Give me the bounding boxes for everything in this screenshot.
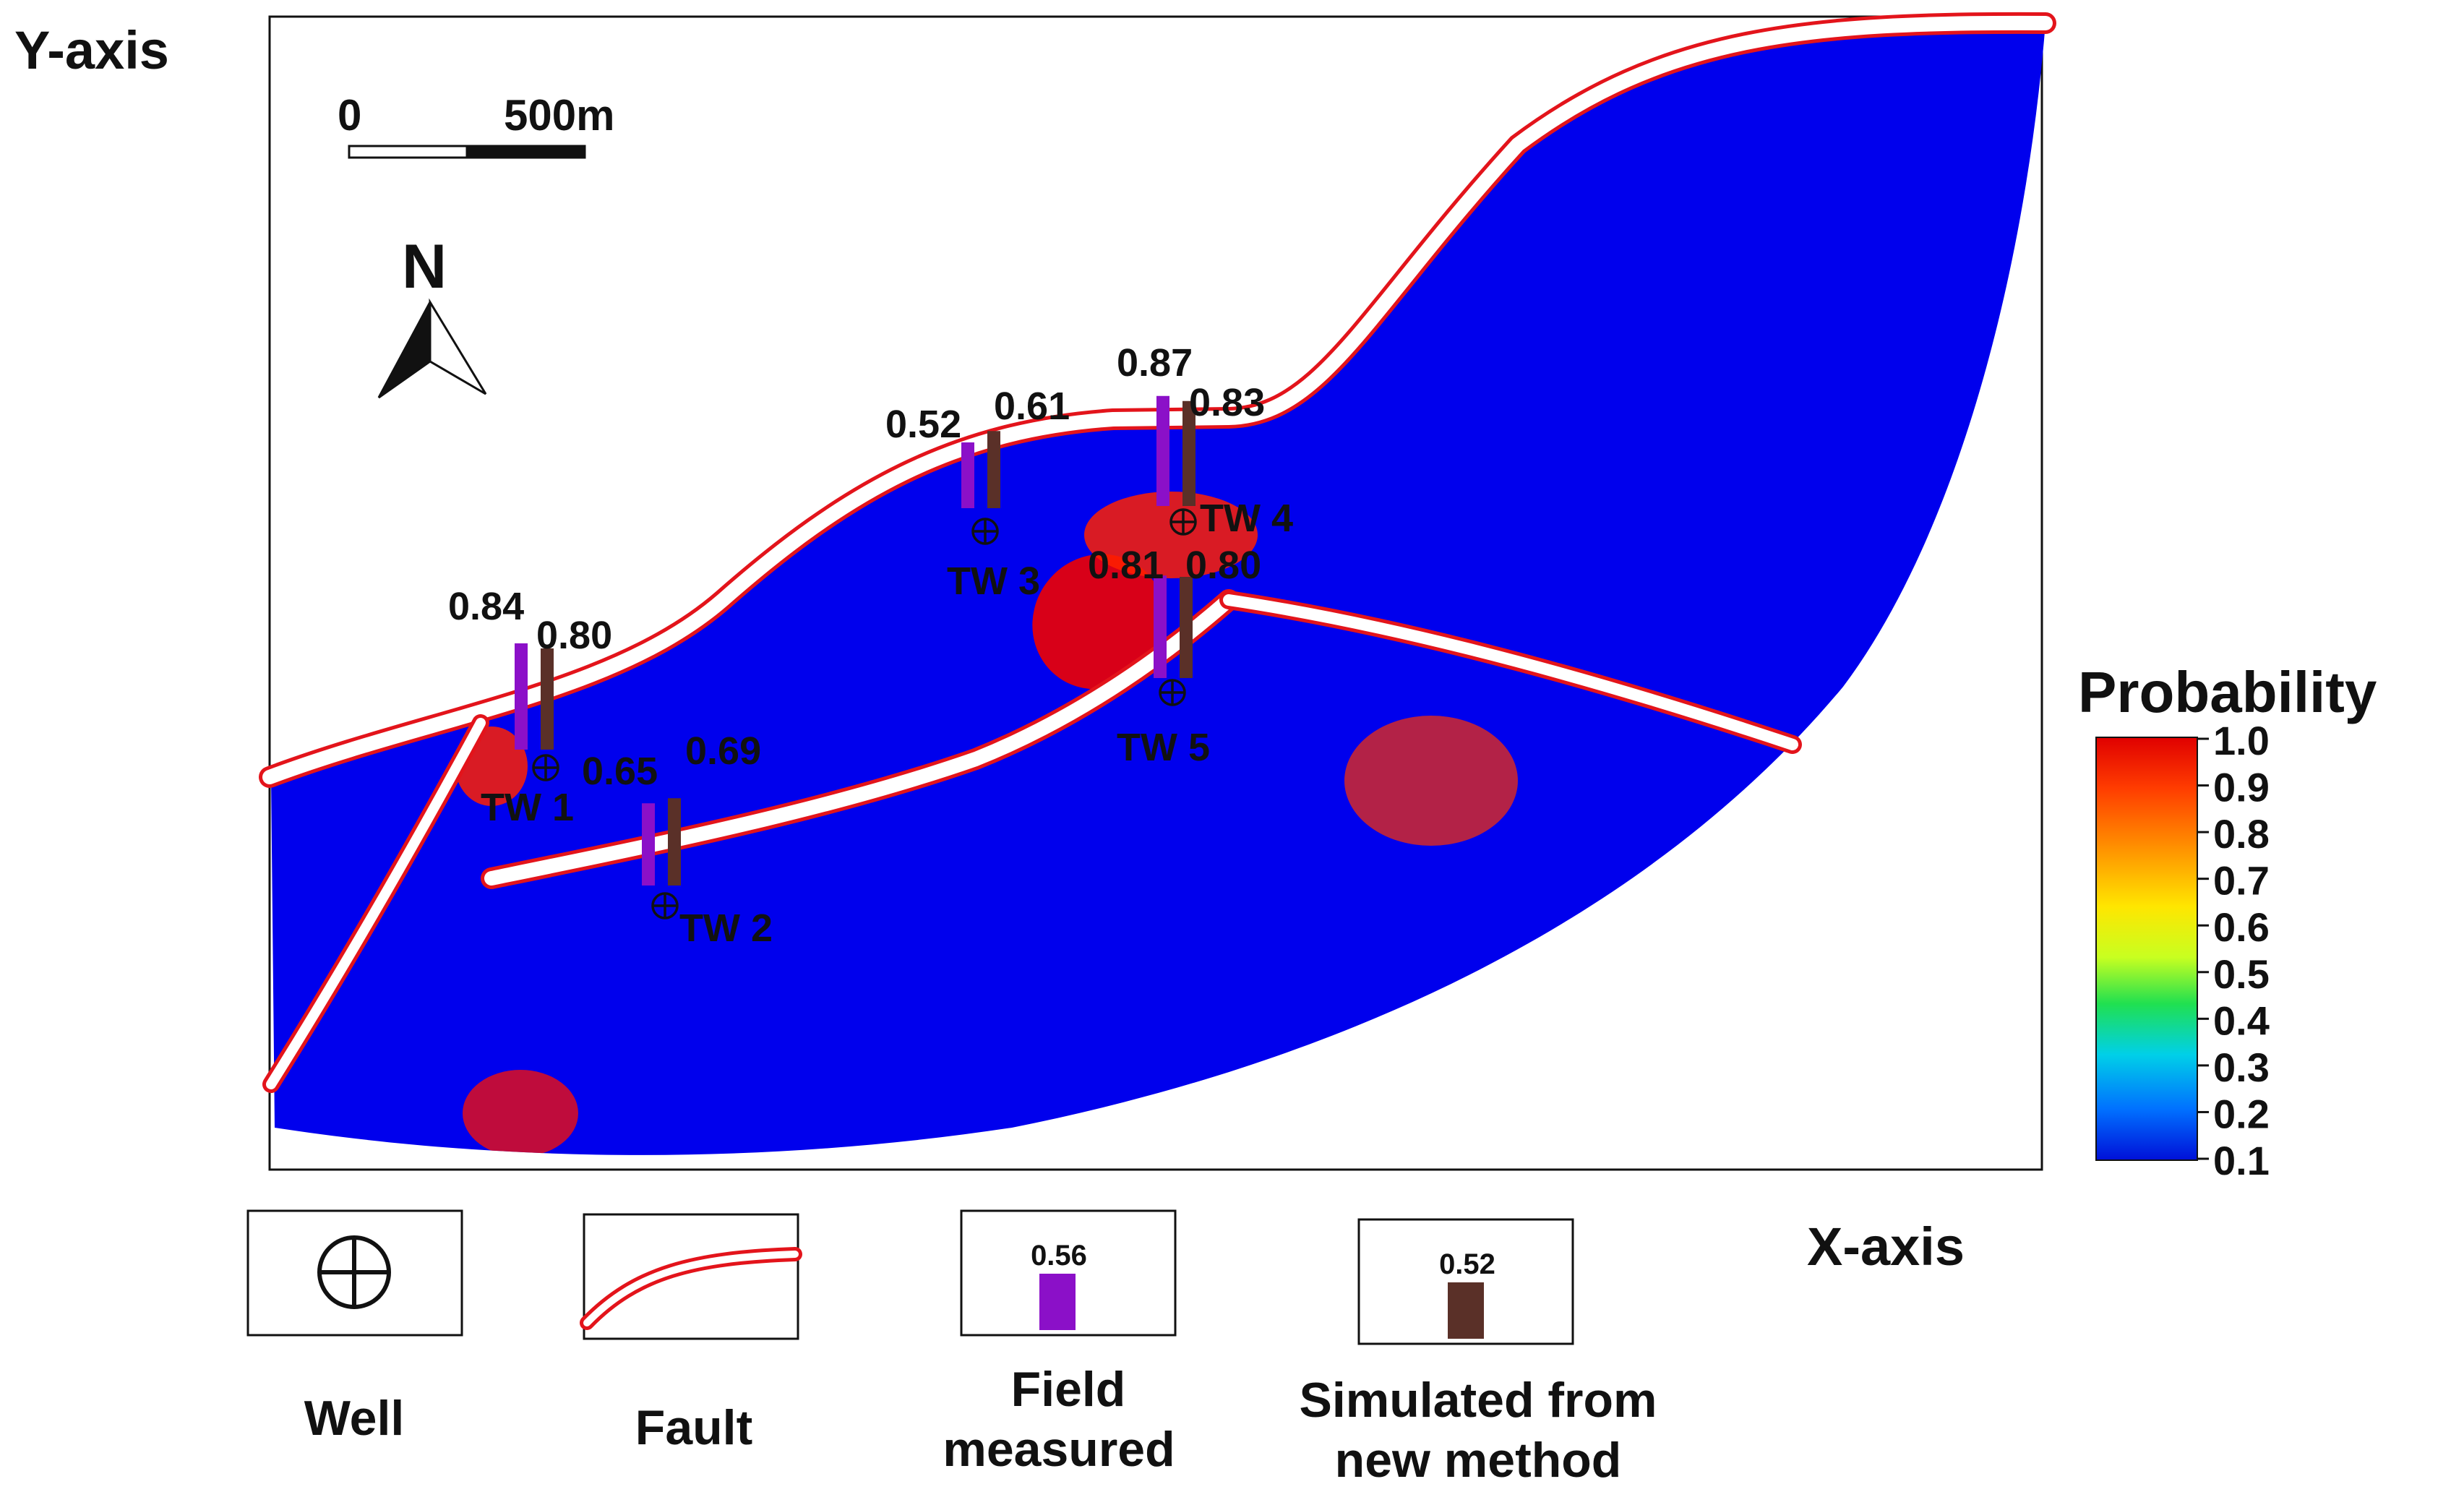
field-measured-value: 0.87: [1117, 341, 1193, 385]
colorbar-tick-label: 0.1: [2213, 1138, 2270, 1183]
legend-field-swatch: [1039, 1274, 1076, 1330]
well-icon: [651, 892, 679, 919]
well-group: 0.870.83 TW 4: [1117, 341, 1293, 540]
colorbar-tick-label: 0.2: [2213, 1091, 2270, 1136]
legend-simulated-label-line1: Simulated from: [1300, 1373, 1657, 1428]
field-measured-value: 0.84: [448, 585, 524, 628]
well-icon: [1159, 679, 1186, 706]
x-axis-label: X-axis: [1807, 1217, 1965, 1277]
field-measured-bar: [642, 803, 655, 886]
north-arrow-icon: N: [377, 232, 487, 399]
colorbar-tick-label: 0.9: [2213, 765, 2270, 810]
legend-simulated-sample-value: 0.52: [1439, 1248, 1495, 1280]
well-name-label: TW 5: [1117, 726, 1210, 769]
legend-simulated-label-line2: new method: [1335, 1433, 1622, 1488]
colorbar-tick-label: 0.4: [2213, 998, 2270, 1043]
colorbar: Probability 1.00.90.80.70.60.50.40.30.20…: [2078, 660, 2377, 1183]
field-measured-bar: [1156, 395, 1169, 506]
simulated-value: 0.61: [994, 385, 1070, 428]
field-measured-value: 0.81: [1088, 544, 1164, 587]
simulated-bar: [1182, 400, 1195, 506]
well-group: 0.52 0.61 TW 3: [885, 385, 1070, 603]
legend-field-sample-value: 0.56: [1031, 1240, 1087, 1272]
legend-field-label-line1: Field: [1011, 1362, 1126, 1417]
scale-end-label: 500m: [504, 91, 614, 140]
fault-icon: [580, 1247, 802, 1330]
y-axis-label: Y-axis: [14, 20, 169, 80]
colorbar-tick-label: 0.8: [2213, 811, 2270, 857]
simulated-value: 0.83: [1189, 381, 1265, 424]
colorbar-tick-label: 0.7: [2213, 858, 2270, 904]
scale-bar: 0 500m: [338, 91, 614, 159]
simulated-value: 0.80: [1185, 544, 1261, 587]
legend-simulated-swatch: [1448, 1282, 1484, 1339]
well-name-label: TW 3: [947, 560, 1040, 603]
well-name-label: TW 4: [1200, 497, 1293, 540]
colorbar-title: Probability: [2078, 660, 2377, 724]
simulated-bar: [1180, 577, 1193, 678]
well-name-label: TW 2: [679, 906, 773, 950]
well-icon: [971, 518, 999, 545]
colorbar-gradient: [2095, 737, 2198, 1161]
scale-start-label: 0: [338, 91, 361, 140]
legend-well: Well: [246, 1209, 463, 1446]
well-icon: [532, 754, 559, 781]
field-measured-bar: [1154, 575, 1167, 678]
well-group: 0.65 0.69 TW 2: [582, 729, 773, 950]
field-measured-bar: [515, 643, 528, 750]
colorbar-tick-label: 0.5: [2213, 951, 2270, 997]
legend-simulated: 0.52 Simulated from new method: [1300, 1218, 1657, 1488]
well-icon: [317, 1235, 391, 1309]
simulated-bar: [541, 648, 554, 750]
field-measured-bar: [961, 442, 974, 508]
legend: Well Fault 0.56 Field measured 0.52 Simu…: [246, 1209, 1657, 1488]
field-measured-value: 0.52: [885, 403, 961, 446]
well-name-label: TW 1: [481, 786, 574, 829]
legend-field: 0.56 Field measured: [943, 1209, 1177, 1477]
legend-field-label-line2: measured: [943, 1422, 1175, 1477]
north-label: N: [402, 232, 447, 301]
well-icon: [1169, 508, 1197, 536]
simulated-bar: [987, 431, 1000, 508]
well-group: 0.81 0.80 TW 5: [1088, 544, 1261, 769]
colorbar-tick-label: 0.6: [2213, 904, 2270, 950]
wells-layer: 0.84 0.80 TW 10.65 0.69 TW 2 0.52 0.61 TW 3 0.87…: [448, 341, 1293, 950]
legend-well-label: Well: [304, 1391, 405, 1446]
legend-fault: Fault: [580, 1213, 802, 1455]
field-measured-value: 0.65: [582, 750, 658, 793]
simulated-bar: [668, 798, 681, 886]
colorbar-tick-label: 0.3: [2213, 1045, 2270, 1090]
simulated-value: 0.80: [536, 614, 612, 657]
well-group: 0.84 0.80 TW 1: [448, 585, 612, 829]
legend-fault-label: Fault: [635, 1400, 752, 1455]
simulated-value: 0.69: [685, 729, 761, 773]
colorbar-tick-label: 1.0: [2213, 718, 2270, 763]
